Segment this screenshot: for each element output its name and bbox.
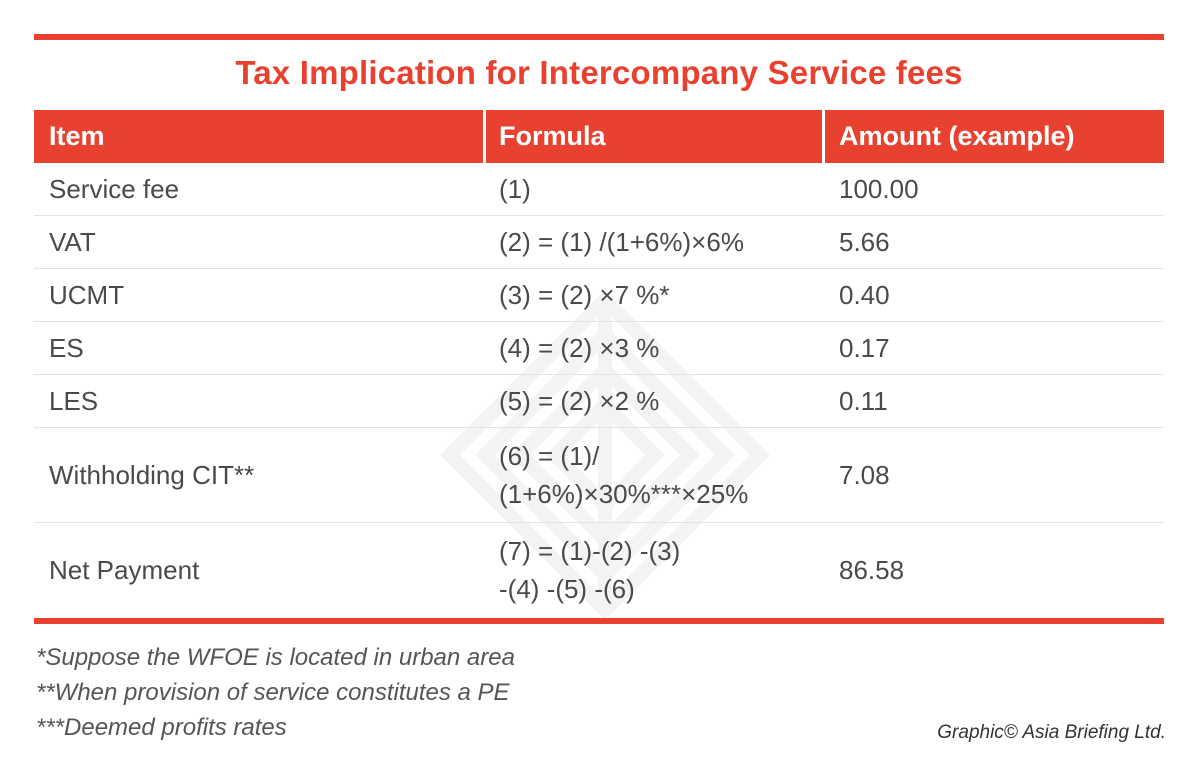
bottom-rule: [34, 618, 1164, 624]
formula-cell: (5) = (2) ×2 %: [499, 386, 660, 416]
footnotes: *Suppose the WFOE is located in urban ar…: [36, 640, 515, 745]
item-cell: Service fee: [49, 174, 180, 204]
header-formula: Formula: [499, 121, 606, 151]
amount-cell: 86.58: [839, 555, 905, 585]
header-amount: Amount (example): [839, 121, 1075, 151]
table-row: Service fee (1) 100.00: [34, 163, 1164, 216]
amount-cell: 7.08: [839, 460, 890, 490]
table-row: VAT (2) = (1) /(1+6%)×6% 5.66: [34, 216, 1164, 269]
graphic-credit: Graphic© Asia Briefing Ltd.: [937, 722, 1166, 743]
table-row: ES (4) = (2) ×3 % 0.17: [34, 322, 1164, 375]
table-header: Item Formula Amount (example): [34, 110, 1164, 163]
amount-cell: 0.17: [839, 333, 890, 363]
item-cell: Withholding CIT**: [49, 460, 255, 490]
formula-cell: (4) = (2) ×3 %: [499, 333, 660, 363]
top-rule: [34, 34, 1164, 40]
amount-cell: 5.66: [839, 227, 890, 257]
item-cell: ES: [49, 333, 84, 363]
item-cell: Net Payment: [49, 555, 200, 585]
tax-table: Item Formula Amount (example) Service fe…: [34, 110, 1164, 617]
formula-cell: (7) = (1)-(2) -(3) -(4) -(5) -(6): [499, 536, 681, 604]
formula-cell: (2) = (1) /(1+6%)×6%: [499, 227, 744, 257]
amount-cell: 0.40: [839, 280, 890, 310]
column-separator: [483, 110, 486, 163]
table-row: LES (5) = (2) ×2 % 0.11: [34, 375, 1164, 428]
formula-cell: (3) = (2) ×7 %*: [499, 280, 670, 310]
item-cell: VAT: [49, 227, 96, 257]
table-row: Withholding CIT** (6) = (1)/ (1+6%)×30%*…: [34, 428, 1164, 523]
amount-cell: 100.00: [839, 174, 919, 204]
page-title: Tax Implication for Intercompany Service…: [235, 54, 963, 91]
footnote: *Suppose the WFOE is located in urban ar…: [36, 644, 515, 671]
item-cell: LES: [49, 386, 99, 416]
header-item: Item: [49, 121, 105, 151]
item-cell: UCMT: [49, 280, 125, 310]
footnote: ***Deemed profits rates: [36, 714, 287, 741]
table-row: UCMT (3) = (2) ×7 %* 0.40: [34, 269, 1164, 322]
footnote: **When provision of service constitutes …: [36, 679, 510, 706]
column-separator: [822, 110, 825, 163]
formula-cell: (1): [499, 174, 531, 204]
amount-cell: 0.11: [839, 386, 888, 416]
table-row: Net Payment (7) = (1)-(2) -(3) -(4) -(5)…: [34, 523, 1164, 617]
formula-cell: (6) = (1)/ (1+6%)×30%***×25%: [499, 441, 749, 509]
